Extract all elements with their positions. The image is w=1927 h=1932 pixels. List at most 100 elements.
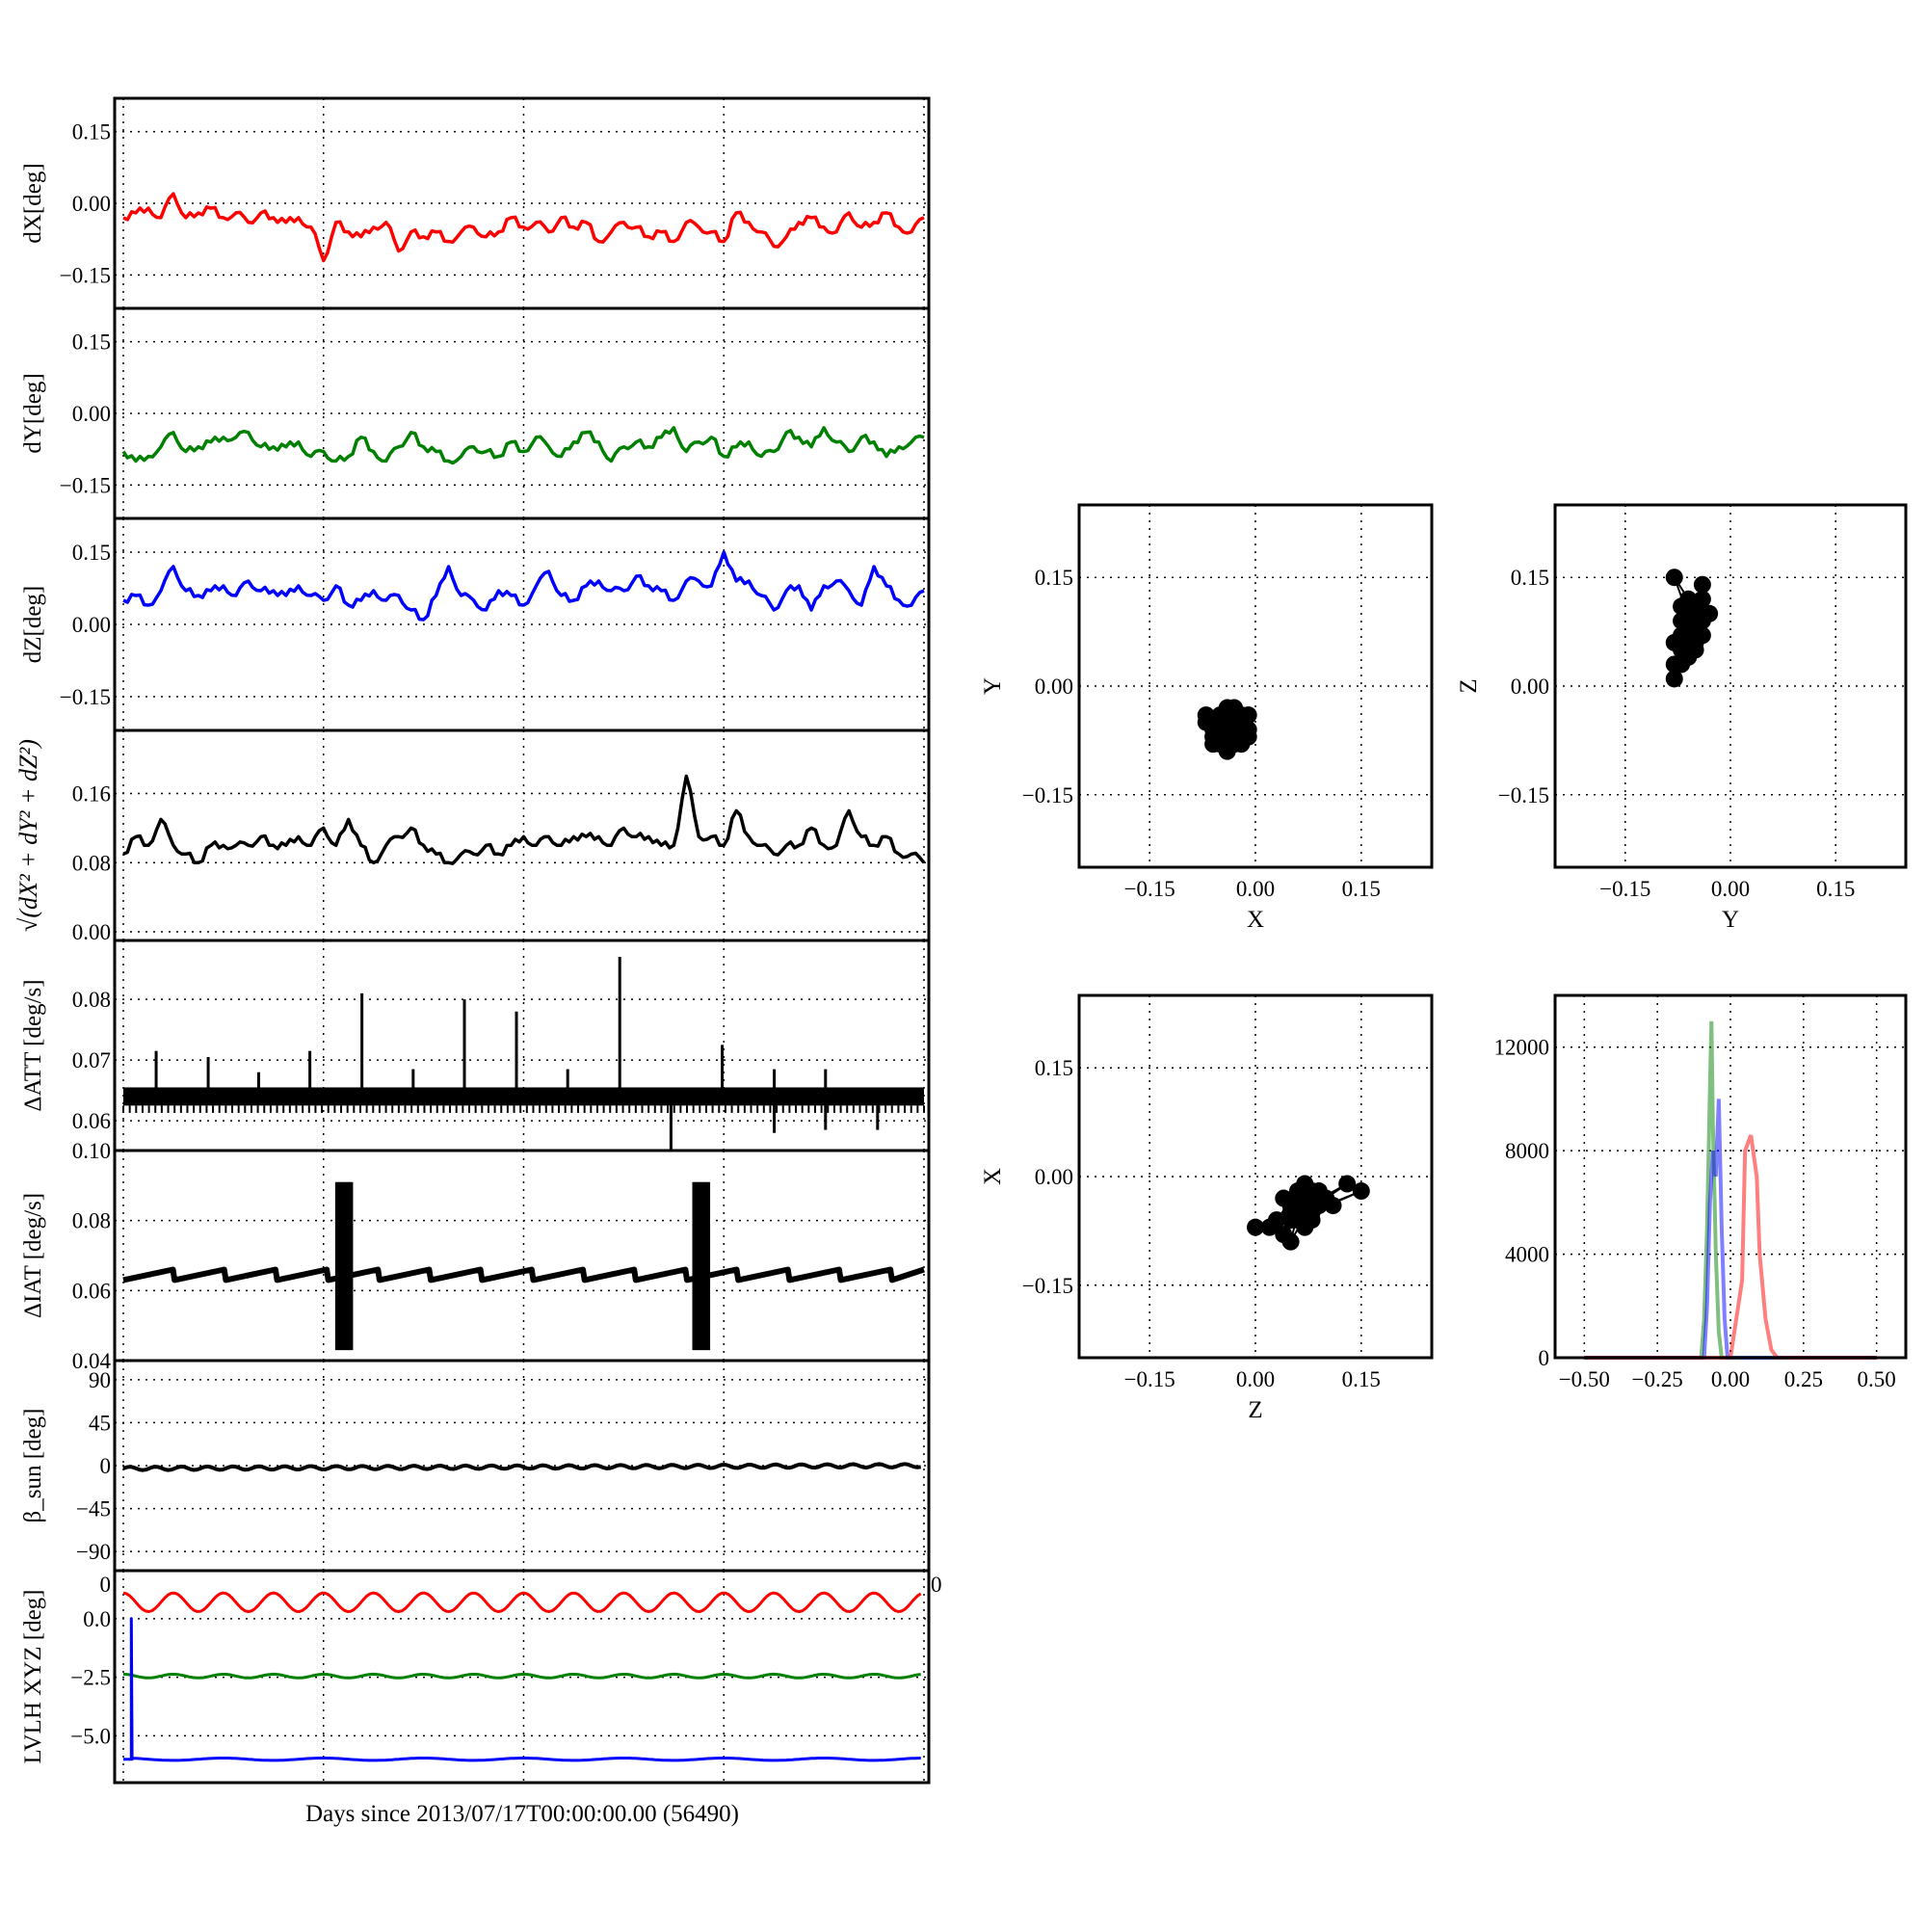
- y-tick-label: 0.00: [1511, 675, 1549, 699]
- y-axis-label: dY[deg]: [20, 373, 46, 453]
- y-axis-label: ΔIAT [deg/s]: [20, 1193, 46, 1318]
- scatter-point: [1338, 1175, 1357, 1193]
- y-tick-label: 0.06: [72, 1109, 111, 1133]
- y-tick-label: 0.15: [72, 120, 111, 145]
- scatter-point: [1226, 728, 1244, 746]
- x-axis-label: X: [1247, 907, 1264, 933]
- y-tick-label: 0.06: [72, 1279, 111, 1303]
- x-tick-label: −0.15: [1124, 877, 1175, 901]
- scatter-point: [1296, 1175, 1314, 1193]
- panel-dY: 0.15 0.00 −0.15 dY[deg]: [20, 306, 931, 520]
- x-axis-label: Z: [1248, 1397, 1262, 1423]
- y-tick-label: 0.00: [72, 192, 111, 216]
- scatter-point: [1281, 1211, 1300, 1230]
- x-tick-label: −0.15: [1599, 877, 1650, 901]
- y-axis-label: Y: [980, 677, 1006, 695]
- y-tick-label: −0.15: [1022, 1274, 1073, 1298]
- panel-yz: −0.15 0.00 0.15 −0.15 0.00 0.15 Y Z: [1456, 503, 1908, 933]
- panel-datt: 0.08 0.07 0.06 ΔATT [deg/s]: [20, 939, 931, 1152]
- scatter-point: [1686, 612, 1704, 630]
- scatter-point: [1232, 706, 1251, 725]
- x-tick-label: −0.50: [1559, 1367, 1610, 1391]
- y-tick-label: −45: [76, 1497, 111, 1522]
- scatter-point: [1693, 626, 1711, 645]
- y-tick-label: 8000: [1505, 1139, 1549, 1163]
- y-tick-label: 0.00: [72, 613, 111, 637]
- x-tick-label: −0.25: [1632, 1367, 1683, 1391]
- y-tick-label: 0.15: [1511, 566, 1549, 590]
- scatter-point: [1309, 1182, 1328, 1201]
- axes-frame: [113, 516, 931, 732]
- panel-dZ: 0.15 0.00 −0.15 dZ[deg]: [20, 516, 931, 732]
- y-tick-label: −5.0: [70, 1724, 111, 1748]
- y-tick-label: 0.08: [72, 1209, 111, 1233]
- scatter-point: [1204, 735, 1223, 754]
- y-tick-label: 12000: [1494, 1036, 1550, 1060]
- scatter-point: [1701, 604, 1719, 622]
- scatter-point: [1260, 1218, 1279, 1236]
- scatter-point: [1693, 575, 1711, 594]
- x-tick-label: 0: [100, 1573, 112, 1597]
- x-tick-label: −0.15: [1124, 1367, 1175, 1391]
- axes-frame: [1077, 503, 1434, 869]
- axes-frame: [1553, 993, 1908, 1360]
- axes-frame: [113, 939, 931, 1152]
- y-tick-label: 0.00: [72, 920, 111, 944]
- panel-mag: 0.16 0.08 0.00 √(dX² + dY² + dZ²): [14, 728, 931, 944]
- lvlh-series-X: [122, 1591, 922, 1613]
- y-axis-label: X: [980, 1168, 1006, 1185]
- lvlh-series-Z: [123, 1617, 921, 1762]
- scatter-point: [1679, 626, 1698, 645]
- y-tick-label: 0.15: [1035, 566, 1073, 590]
- panel-dX: 0.15 0.00 −0.15 dX[deg]: [20, 96, 931, 310]
- y-tick-label: 0.15: [72, 331, 111, 355]
- x-tick-label: 0: [931, 1573, 942, 1597]
- y-axis-label: dX[deg]: [20, 163, 46, 243]
- x-tick-label: 0.25: [1784, 1367, 1823, 1391]
- y-axis-label: Z: [1456, 678, 1482, 693]
- x-axis-label: Y: [1722, 907, 1739, 933]
- y-tick-label: 0.08: [72, 851, 111, 875]
- y-axis-label: LVLH XYZ [deg]: [20, 1590, 46, 1764]
- scatter-point: [1204, 713, 1223, 731]
- x-tick-label: 0.00: [1711, 877, 1750, 901]
- scatter-point: [1665, 633, 1683, 651]
- scatter-point: [1665, 670, 1683, 688]
- series-line-dX: [122, 192, 925, 263]
- noise-band: [123, 1087, 924, 1106]
- histogram-dY: [1584, 1020, 1877, 1360]
- panel-hist: −0.50 −0.25 0.00 0.25 0.50 0 4000 8000 12000: [1494, 993, 1908, 1391]
- histogram-dX: [1584, 1134, 1877, 1360]
- scatter-point: [1239, 721, 1257, 739]
- y-tick-label: −0.15: [60, 685, 111, 709]
- scatter-point: [1352, 1182, 1370, 1201]
- y-axis-label: ΔATT [deg/s]: [20, 979, 46, 1111]
- scatter-point: [1679, 590, 1698, 608]
- histogram-dZ: [1584, 1098, 1877, 1360]
- y-tick-label: 0: [1539, 1346, 1550, 1370]
- x-tick-label: 0.00: [1711, 1367, 1750, 1391]
- axes-frame: [113, 1149, 931, 1363]
- beta-sun-line: [122, 1462, 921, 1472]
- y-tick-label: −90: [76, 1540, 111, 1564]
- scatter-point: [1218, 699, 1236, 717]
- y-tick-label: 0.15: [1035, 1056, 1073, 1080]
- y-tick-label: 0.04: [72, 1349, 112, 1373]
- series-line-dY: [121, 426, 925, 465]
- series-line-mag: [122, 774, 926, 865]
- y-tick-label: 0.00: [1035, 675, 1073, 699]
- y-tick-label: 0.10: [72, 1139, 111, 1163]
- y-tick-label: 0.00: [72, 402, 111, 426]
- y-tick-label: 4000: [1505, 1243, 1549, 1267]
- series-line-dZ: [122, 550, 925, 622]
- y-tick-label: −0.15: [1022, 783, 1073, 807]
- scatter-point: [1275, 1189, 1293, 1207]
- lvlh-series-Y: [122, 1672, 921, 1680]
- x-tick-label: 0.15: [1342, 877, 1381, 901]
- y-tick-label: 45: [89, 1411, 111, 1435]
- x-tick-label: 0.50: [1858, 1367, 1896, 1391]
- scatter-point: [1281, 1232, 1300, 1251]
- panel-beta: 90 45 0 −45 −90 β_sun [deg]: [20, 1359, 931, 1573]
